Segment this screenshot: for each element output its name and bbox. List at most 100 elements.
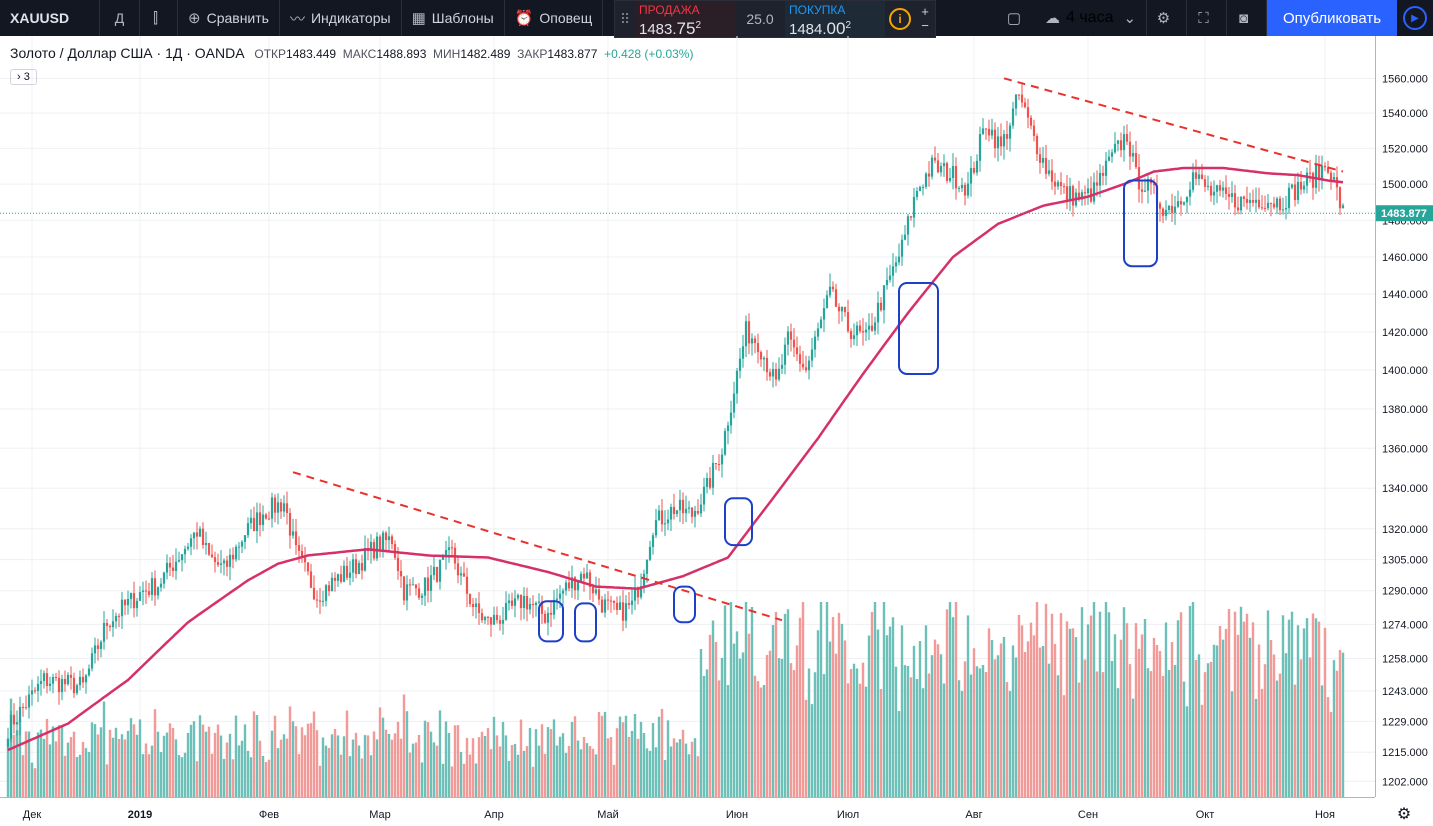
candle-body xyxy=(1290,184,1294,188)
price-tick-label: 1360.000 xyxy=(1382,443,1428,455)
candle-body xyxy=(384,532,388,541)
volume-bar xyxy=(570,721,574,797)
buy-button[interactable]: ПОКУПКА 1484.002 xyxy=(785,1,885,38)
candle-body xyxy=(1020,94,1024,103)
volume-bar xyxy=(993,659,997,797)
volume-bar xyxy=(1257,644,1261,797)
candle-body xyxy=(477,603,481,614)
quantity-stepper[interactable]: + − xyxy=(915,1,935,37)
candle-body xyxy=(201,528,205,546)
candle-body xyxy=(66,674,70,685)
volume-bar xyxy=(1248,637,1252,797)
volume-bar xyxy=(1326,697,1330,797)
volume-bar xyxy=(1140,634,1144,797)
candle-body xyxy=(594,589,598,594)
volume-bar xyxy=(351,739,355,797)
symbol-search[interactable]: XAUUSD xyxy=(0,0,100,36)
candle-body xyxy=(417,588,421,598)
candle-body xyxy=(513,598,517,606)
volume-bar xyxy=(1224,628,1228,797)
interval-button[interactable]: Д xyxy=(100,0,140,36)
volume-bar xyxy=(462,763,466,797)
price-chart[interactable]: 1202.000 1215.000 1229.000 1243.000 1258.000… xyxy=(0,36,1433,826)
templates-icon: ▦ xyxy=(411,10,426,27)
candle-body xyxy=(210,554,214,558)
volume-bar xyxy=(753,675,757,797)
drag-handle-icon[interactable]: ⠿ xyxy=(619,10,631,27)
volume-bar xyxy=(660,708,664,797)
minus-icon[interactable]: − xyxy=(921,18,929,33)
volume-bar xyxy=(1314,618,1318,797)
candle-body xyxy=(285,503,289,514)
candle-body xyxy=(222,560,226,564)
candle-body xyxy=(975,160,979,173)
timeframe-dropdown[interactable]: ☁ 4 часа ⌄ xyxy=(1035,0,1147,36)
axis-settings-gear-icon[interactable]: ⚙ xyxy=(1397,806,1411,823)
volume-bar xyxy=(189,724,193,797)
volume-bar xyxy=(1104,602,1108,797)
volume-bar xyxy=(1053,643,1057,797)
volume-bar xyxy=(348,756,352,797)
candle-body xyxy=(99,641,103,649)
compare-button[interactable]: ⊕ Сравнить xyxy=(178,0,280,36)
candle-body xyxy=(1008,125,1012,139)
candle-body xyxy=(906,216,910,235)
info-button[interactable]: i xyxy=(885,1,915,37)
candle-body xyxy=(1104,160,1108,176)
fullscreen-button[interactable]: ⛶ xyxy=(1187,0,1227,36)
volume-bar xyxy=(828,641,832,797)
volume-bar xyxy=(1110,660,1114,797)
replay-button[interactable]: ▶ xyxy=(1397,0,1433,36)
volume-bar xyxy=(198,715,202,797)
publish-button[interactable]: Опубликовать xyxy=(1267,0,1397,36)
volume-bar xyxy=(1188,605,1192,797)
volume-bar xyxy=(99,727,103,797)
volume-bar xyxy=(780,658,784,797)
candle-body xyxy=(1056,182,1060,187)
candle-body xyxy=(732,393,736,413)
snapshot-button[interactable]: ◙ xyxy=(1227,0,1267,36)
volume-bar xyxy=(297,754,301,797)
candle-body xyxy=(1245,198,1249,204)
settings-button[interactable]: ⚙ xyxy=(1147,0,1187,36)
candle-body xyxy=(411,584,415,586)
legend-collapse-button[interactable]: › 3 xyxy=(10,69,37,85)
volume-bar xyxy=(171,727,175,797)
candle-body xyxy=(840,306,844,312)
sell-button[interactable]: ПРОДАЖА 1483.752 xyxy=(635,1,735,38)
candle-body xyxy=(1182,202,1186,205)
candle-body xyxy=(774,369,778,380)
alert-button[interactable]: ⏰ Оповещ xyxy=(505,0,604,36)
candle-body xyxy=(420,595,424,598)
volume-bar xyxy=(642,733,646,797)
price-axis[interactable]: 1202.000 1215.000 1229.000 1243.000 1258.000… xyxy=(1375,36,1433,826)
chart-type-button[interactable]: ⫿ xyxy=(140,0,178,36)
candle-body xyxy=(546,612,550,623)
volume-bar xyxy=(1191,602,1195,797)
volume-bar xyxy=(1278,673,1282,797)
volume-bar xyxy=(1026,641,1030,797)
volume-bar xyxy=(282,734,286,797)
candle-body xyxy=(1146,178,1150,191)
candle-body xyxy=(966,183,970,196)
volume-bar xyxy=(1035,602,1039,797)
indicators-button[interactable]: 〰 Индикаторы xyxy=(280,0,402,36)
templates-button[interactable]: ▦ Шаблоны xyxy=(402,0,505,36)
candle-body xyxy=(1188,189,1192,197)
volume-bar xyxy=(645,748,649,797)
volume-bar xyxy=(1041,646,1045,797)
price-tick-label: 1500.000 xyxy=(1382,179,1428,191)
volume-bar xyxy=(888,626,892,797)
fullscreen-layout-button[interactable]: ▢ xyxy=(999,0,1035,36)
volume-bar xyxy=(237,745,241,797)
candle-body xyxy=(1125,134,1129,142)
plus-icon[interactable]: + xyxy=(921,4,929,19)
candle-body xyxy=(645,559,649,574)
time-axis[interactable]: Дек 2019 Фев Мар Апр Май Июн Июл Авг Сен Окт Ноя xyxy=(0,797,1375,822)
time-tick-label: Ноя xyxy=(1315,809,1335,821)
candle-body xyxy=(321,600,325,602)
volume-bar xyxy=(546,727,550,797)
volume-bar xyxy=(120,734,124,797)
volume-bar xyxy=(186,732,190,797)
volume-bar xyxy=(984,672,988,797)
